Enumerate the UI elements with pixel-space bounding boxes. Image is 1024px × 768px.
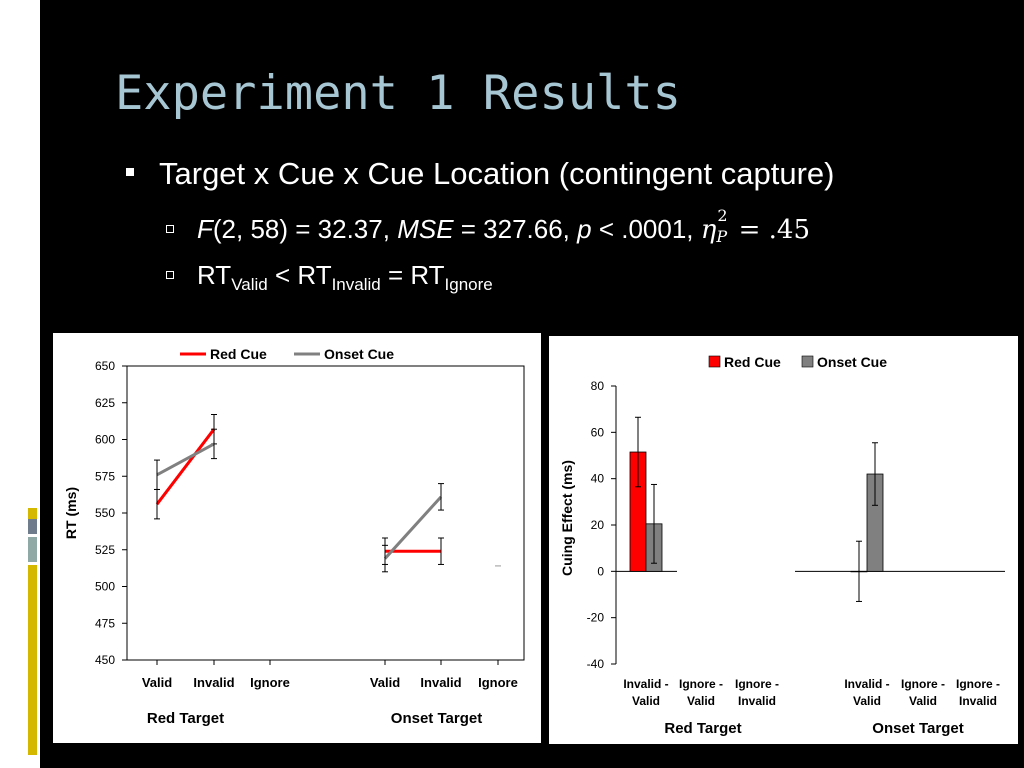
x-category-label-line: Ignore - [735, 677, 779, 691]
y-tick-label: 475 [95, 616, 115, 630]
y-tick-label: -20 [587, 611, 605, 625]
x-category-label: Ignore [250, 675, 290, 690]
x-category-label: Invalid [420, 675, 461, 690]
x-category-label: Ignore - Invalid [735, 677, 779, 708]
y-tick-label: 625 [95, 396, 115, 410]
x-category-label-line: Valid [632, 694, 660, 708]
mse-label: MSE [397, 214, 454, 244]
bullet-main-text: Target x Cue x Cue Location (contingent … [159, 156, 835, 191]
y-tick-label: 575 [95, 469, 115, 483]
slide-title: Experiment 1 Results [115, 66, 681, 121]
error-bar [872, 442, 878, 506]
legend-label: Red Cue [724, 354, 781, 370]
x-group-label: Onset Target [872, 720, 963, 737]
rt-line-chart-panel: 450 475 500 525 550 575 600 625 650 Valid Invalid I… [53, 333, 541, 743]
error-bar [856, 540, 862, 602]
accent-block-1 [28, 508, 37, 519]
y-tick-label: -40 [587, 657, 605, 671]
series-line [383, 495, 443, 560]
y-tick-label: 80 [591, 379, 605, 393]
rt-op-2: = RT [380, 260, 445, 290]
x-category-label-line: Valid [853, 694, 881, 708]
legend-label: Red Cue [210, 346, 267, 362]
accent-block-2 [28, 519, 37, 534]
error-bar [651, 483, 657, 564]
y-tick-label: 20 [591, 518, 605, 532]
rt-label-1: RT [197, 260, 232, 290]
plot-area-frame [126, 365, 525, 661]
series-line [156, 442, 215, 477]
x-group-label: Red Target [664, 720, 741, 737]
f-args: (2, 58) = 32.37, [212, 214, 398, 244]
x-category-label-line: Invalid [959, 694, 997, 708]
y-axis-title: Cuing Effect (ms) [559, 460, 575, 576]
mse-value: = 327.66, [453, 214, 578, 244]
y-tick-label: 600 [95, 433, 115, 447]
eta-value: = .45 [730, 215, 811, 245]
square-bullet-icon [126, 168, 134, 176]
x-category-label-line: Invalid - [844, 677, 889, 691]
rt-op-1: < RT [267, 260, 332, 290]
rt-line-chart: 450 475 500 525 550 575 600 625 650 Valid Invalid I… [63, 341, 525, 727]
legend-label: Onset Cue [324, 346, 394, 362]
y-tick-label: 60 [591, 425, 605, 439]
error-bar [438, 537, 444, 565]
eta-superscript: 2 [717, 206, 728, 225]
x-group-label: Onset Target [391, 710, 482, 727]
x-category-label: Valid [142, 675, 172, 690]
error-bar [635, 416, 641, 488]
y-tick-label: 40 [591, 472, 605, 486]
rt-sub-ignore: Ignore [444, 275, 493, 294]
p-label: p [577, 214, 592, 244]
y-tick-label: 650 [95, 359, 115, 373]
x-category-label: Invalid [193, 675, 234, 690]
legend-swatch [708, 355, 721, 368]
hollow-square-bullet-icon [166, 271, 174, 279]
f-label: F [197, 214, 213, 244]
hollow-square-bullet-icon [166, 225, 174, 233]
x-category-label-line: Ignore - [679, 677, 723, 691]
x-category-label: Ignore - Invalid [956, 677, 1000, 708]
legend-label: Onset Cue [817, 354, 887, 370]
x-category-label-line: Invalid - [623, 677, 668, 691]
x-category-label-line: Valid [687, 694, 715, 708]
x-category-label-line: Ignore - [956, 677, 1000, 691]
rt-sub-valid: Valid [231, 275, 268, 294]
y-tick-label: 550 [95, 506, 115, 520]
x-group-label: Red Target [147, 710, 224, 727]
error-bar [438, 483, 444, 511]
y-tick-label: 0 [597, 564, 604, 578]
error-bar [154, 459, 160, 490]
cuing-effect-bar-chart: -40 -20 0 20 40 60 80 Invalid - Valid Ignore - Val… [559, 354, 1005, 737]
error-bar [154, 488, 160, 520]
x-category-label-line: Ignore - [901, 677, 945, 691]
x-category-label: Ignore [478, 675, 518, 690]
x-category-label-line: Valid [909, 694, 937, 708]
y-tick-label: 450 [95, 653, 115, 667]
x-category-label: Ignore - Valid [901, 677, 945, 708]
accent-block-4 [28, 565, 37, 755]
y-tick-label: 500 [95, 580, 115, 594]
x-category-label: Ignore - Valid [679, 677, 723, 708]
x-category-label: Valid [370, 675, 400, 690]
rt-text: RTValid < RTInvalid = RTIgnore [197, 260, 493, 295]
error-bar [211, 428, 217, 460]
eta-symbol: η [700, 215, 717, 245]
stat-text: F(2, 58) = 32.37, MSE = 327.66, p < .000… [197, 206, 811, 246]
slide-left-strip [0, 0, 40, 768]
y-axis-title: RT (ms) [63, 487, 79, 539]
y-tick-label: 525 [95, 543, 115, 557]
x-category-label: Invalid - Valid [844, 677, 889, 708]
series-line [155, 428, 216, 506]
error-bar [382, 544, 388, 573]
x-category-label-line: Invalid [738, 694, 776, 708]
rt-sub-invalid: Invalid [331, 275, 381, 294]
legend-swatch [801, 355, 814, 368]
cuing-bar-chart-panel: -40 -20 0 20 40 60 80 Invalid - Valid Ignore - Val… [549, 336, 1018, 744]
accent-block-3 [28, 537, 37, 562]
eta-subscript: P [716, 227, 728, 246]
x-category-label: Invalid - Valid [623, 677, 668, 708]
p-value: < .0001, [591, 214, 701, 244]
